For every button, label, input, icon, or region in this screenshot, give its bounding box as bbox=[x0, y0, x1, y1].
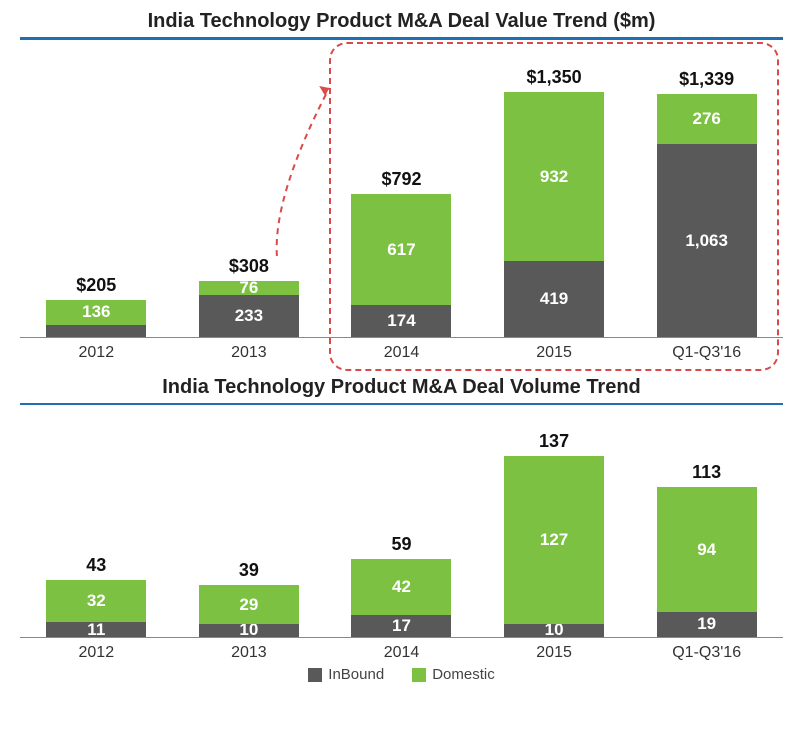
chart2-bars: 433211392910594217137127101139419 bbox=[20, 413, 783, 637]
bar-segment-domestic: 42 bbox=[351, 559, 451, 615]
legend: InBound Domestic bbox=[20, 666, 783, 683]
bar-group: $792 617174 bbox=[325, 48, 478, 337]
bar-total-label: 137 bbox=[539, 431, 569, 452]
bar-segment-inbound: 10 bbox=[504, 624, 604, 637]
legend-label: Domestic bbox=[432, 666, 495, 683]
bar-segment-inbound: 11 bbox=[46, 622, 146, 637]
chart2-plot-area: 433211392910594217137127101139419 bbox=[20, 413, 783, 638]
bar-segment-domestic: 617 bbox=[351, 194, 451, 306]
bar-segment-domestic: 29 bbox=[199, 585, 299, 623]
x-axis-label: 2015 bbox=[478, 644, 631, 662]
volume-trend-chart: India Technology Product M&A Deal Volume… bbox=[20, 376, 783, 662]
bar-group: $205 136 bbox=[20, 48, 173, 337]
bar-segment-domestic: 932 bbox=[504, 92, 604, 261]
bar-group: $1,339 2761,063 bbox=[630, 48, 783, 337]
legend-label: InBound bbox=[328, 666, 384, 683]
chart1-plot-area: $205136$30876233$792617174$1,350932419$1… bbox=[20, 48, 783, 338]
bar-segment-domestic: 127 bbox=[504, 456, 604, 624]
bar-segment-domestic: 94 bbox=[657, 487, 757, 611]
bar-total-label: 39 bbox=[239, 560, 259, 581]
x-axis-label: 2013 bbox=[173, 644, 326, 662]
x-axis-label: 2012 bbox=[20, 344, 173, 362]
bar-group: 39 2910 bbox=[173, 413, 326, 637]
bar-group: $1,350 932419 bbox=[478, 48, 631, 337]
chart2-title: India Technology Product M&A Deal Volume… bbox=[20, 376, 783, 405]
bar-stack: 3211 bbox=[46, 580, 146, 637]
value-trend-chart: India Technology Product M&A Deal Value … bbox=[20, 10, 783, 362]
x-axis-label: 2012 bbox=[20, 644, 173, 662]
bar-group: $308 76233 bbox=[173, 48, 326, 337]
bar-group: 137 12710 bbox=[478, 413, 631, 637]
chart1-title: India Technology Product M&A Deal Value … bbox=[20, 10, 783, 40]
bar-total-label: $792 bbox=[381, 169, 421, 190]
bar-group: 43 3211 bbox=[20, 413, 173, 637]
chart2-x-axis: 2012201320142015Q1-Q3'16 bbox=[20, 644, 783, 662]
bar-stack: 932419 bbox=[504, 92, 604, 337]
bar-total-label: $205 bbox=[76, 275, 116, 296]
bar-total-label: $308 bbox=[229, 256, 269, 277]
bar-segment-inbound: 1,063 bbox=[657, 144, 757, 337]
bar-stack: 2761,063 bbox=[657, 94, 757, 337]
bar-total-label: 43 bbox=[86, 555, 106, 576]
bar-stack: 617174 bbox=[351, 194, 451, 337]
x-axis-label: 2014 bbox=[325, 644, 478, 662]
legend-item-inbound: InBound bbox=[308, 666, 384, 683]
bar-segment-inbound: 17 bbox=[351, 615, 451, 638]
bar-stack: 136 bbox=[46, 300, 146, 337]
bar-segment-inbound: 19 bbox=[657, 612, 757, 637]
bar-segment-inbound: 419 bbox=[504, 261, 604, 337]
x-axis-label: 2013 bbox=[173, 344, 326, 362]
bar-stack: 76233 bbox=[199, 281, 299, 337]
bar-total-label: $1,350 bbox=[527, 67, 582, 88]
x-axis-label: 2014 bbox=[325, 344, 478, 362]
bar-segment-inbound: 174 bbox=[351, 305, 451, 337]
legend-swatch-domestic bbox=[412, 668, 426, 682]
bar-stack: 2910 bbox=[199, 585, 299, 637]
bar-group: 113 9419 bbox=[630, 413, 783, 637]
bar-segment-domestic: 276 bbox=[657, 94, 757, 144]
bar-stack: 4217 bbox=[351, 559, 451, 637]
bar-segment-inbound: 10 bbox=[199, 624, 299, 637]
legend-item-domestic: Domestic bbox=[412, 666, 495, 683]
chart1-bars: $205136$30876233$792617174$1,350932419$1… bbox=[20, 48, 783, 337]
legend-swatch-inbound bbox=[308, 668, 322, 682]
bar-segment-domestic: 136 bbox=[46, 300, 146, 325]
bar-total-label: 59 bbox=[391, 534, 411, 555]
bar-total-label: 113 bbox=[692, 462, 721, 483]
bar-stack: 9419 bbox=[657, 487, 757, 637]
bar-segment-inbound: 233 bbox=[199, 295, 299, 337]
chart1-x-axis: 2012201320142015Q1-Q3'16 bbox=[20, 344, 783, 362]
x-axis-label: Q1-Q3'16 bbox=[630, 344, 783, 362]
x-axis-label: 2015 bbox=[478, 344, 631, 362]
bar-stack: 12710 bbox=[504, 456, 604, 637]
bar-segment-inbound bbox=[46, 325, 146, 338]
bar-segment-domestic: 76 bbox=[199, 281, 299, 295]
bar-group: 59 4217 bbox=[325, 413, 478, 637]
bar-total-label: $1,339 bbox=[679, 69, 734, 90]
bar-segment-domestic: 32 bbox=[46, 580, 146, 622]
x-axis-label: Q1-Q3'16 bbox=[630, 644, 783, 662]
